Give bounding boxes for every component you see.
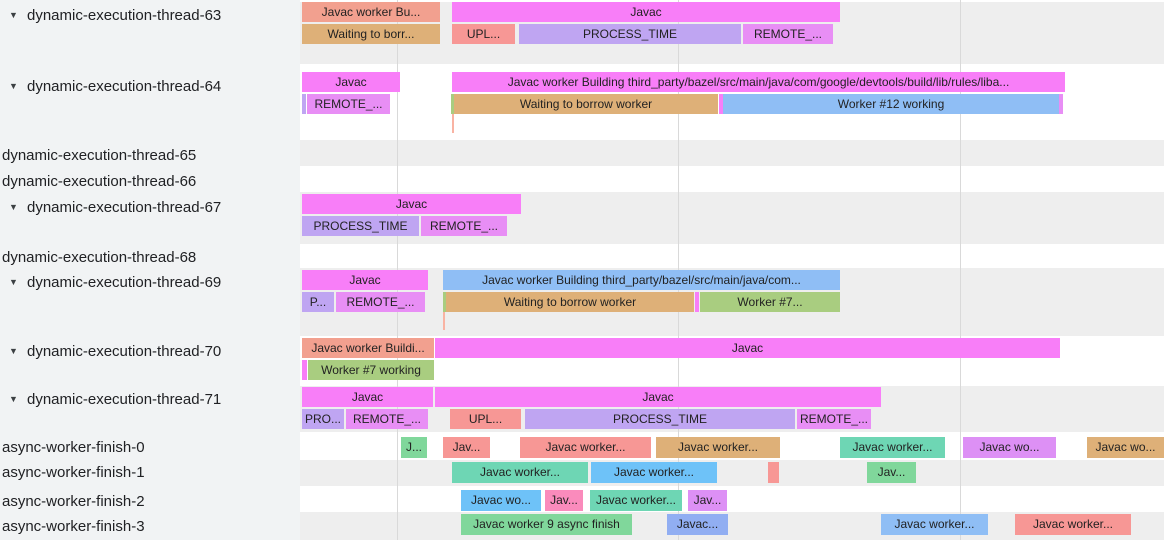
trace-slice-sliver[interactable]: [1059, 94, 1063, 114]
trace-slice-sliver[interactable]: [768, 462, 779, 483]
time-gridline: [960, 0, 961, 540]
track-label[interactable]: ▼ dynamic-execution-thread-67: [0, 197, 300, 217]
track-label[interactable]: async-worker-finish-3: [0, 516, 300, 536]
trace-slice[interactable]: Waiting to borr...: [302, 24, 440, 44]
trace-slice[interactable]: REMOTE_...: [346, 409, 428, 429]
track-label-text: dynamic-execution-thread-70: [27, 342, 222, 360]
track-label-text: async-worker-finish-3: [2, 517, 145, 535]
track-label-text: async-worker-finish-1: [2, 463, 145, 481]
track-label-text: dynamic-execution-thread-63: [27, 6, 222, 24]
flow-marker-line: [443, 312, 445, 330]
trace-slice[interactable]: REMOTE_...: [743, 24, 833, 44]
trace-slice[interactable]: Javac worker...: [452, 462, 588, 483]
track-band: [300, 460, 1164, 486]
trace-slice[interactable]: P...: [302, 292, 334, 312]
trace-slice[interactable]: Javac worker Buildi...: [302, 338, 434, 358]
track-label[interactable]: ▼ dynamic-execution-thread-64: [0, 76, 300, 96]
trace-slice[interactable]: Javac worker...: [840, 437, 945, 458]
trace-slice[interactable]: Waiting to borrow worker: [454, 94, 718, 114]
trace-slice[interactable]: REMOTE_...: [336, 292, 425, 312]
track-label[interactable]: async-worker-finish-0: [0, 437, 300, 457]
trace-slice[interactable]: REMOTE_...: [307, 94, 390, 114]
collapse-arrow-icon[interactable]: ▼: [9, 10, 18, 20]
track-sidebar: ▼ dynamic-execution-thread-63 ▼ dynamic-exe…: [0, 0, 300, 540]
trace-slice[interactable]: REMOTE_...: [421, 216, 507, 236]
trace-slice[interactable]: Javac: [302, 270, 428, 290]
track-label-text: dynamic-execution-thread-68: [2, 248, 197, 266]
trace-slice[interactable]: Javac worker Building third_party/bazel/…: [452, 72, 1065, 92]
collapse-arrow-icon[interactable]: ▼: [9, 202, 18, 212]
trace-slice[interactable]: Javac worker 9 async finish: [461, 514, 632, 535]
track-label-text: dynamic-execution-thread-69: [27, 273, 222, 291]
trace-slice[interactable]: Worker #12 working: [723, 94, 1059, 114]
track-label[interactable]: dynamic-execution-thread-68: [0, 247, 300, 267]
track-label-text: dynamic-execution-thread-66: [2, 172, 197, 190]
track-label-text: dynamic-execution-thread-65: [2, 146, 197, 164]
trace-slice[interactable]: Javac: [435, 387, 881, 407]
trace-slice[interactable]: Javac: [302, 387, 433, 407]
trace-slice[interactable]: Waiting to borrow worker: [446, 292, 694, 312]
collapse-arrow-icon[interactable]: ▼: [9, 81, 18, 91]
trace-slice[interactable]: Javac: [302, 194, 521, 214]
trace-slice[interactable]: Jav...: [545, 490, 583, 511]
trace-slice[interactable]: Javac worker Building third_party/bazel/…: [443, 270, 840, 290]
trace-slice-sliver[interactable]: [719, 94, 723, 114]
trace-slice[interactable]: Javac wo...: [963, 437, 1056, 458]
trace-slice[interactable]: Javac worker Bu...: [302, 2, 440, 22]
trace-slice[interactable]: UPL...: [452, 24, 515, 44]
trace-slice-sliver[interactable]: [451, 94, 455, 114]
trace-slice-sliver[interactable]: [302, 360, 307, 380]
trace-slice-sliver[interactable]: [695, 292, 699, 312]
trace-slice[interactable]: Javac worker...: [520, 437, 651, 458]
track-band: [300, 244, 1164, 268]
track-band: [300, 140, 1164, 166]
trace-slice[interactable]: Javac worker...: [590, 490, 682, 511]
track-label[interactable]: dynamic-execution-thread-66: [0, 171, 300, 191]
trace-slice[interactable]: J...: [401, 437, 427, 458]
trace-slice[interactable]: UPL...: [450, 409, 521, 429]
trace-slice[interactable]: Jav...: [688, 490, 727, 511]
track-label-text: dynamic-execution-thread-64: [27, 77, 222, 95]
track-label[interactable]: async-worker-finish-1: [0, 462, 300, 482]
trace-slice[interactable]: Javac: [452, 2, 840, 22]
track-label[interactable]: ▼ dynamic-execution-thread-69: [0, 272, 300, 292]
flow-marker-line: [452, 114, 454, 133]
trace-slice[interactable]: Javac wo...: [1087, 437, 1164, 458]
trace-slice[interactable]: Javac worker...: [656, 437, 780, 458]
collapse-arrow-icon[interactable]: ▼: [9, 394, 18, 404]
trace-slice[interactable]: PROCESS_TIME: [519, 24, 741, 44]
trace-slice[interactable]: REMOTE_...: [797, 409, 871, 429]
track-label[interactable]: ▼ dynamic-execution-thread-63: [0, 5, 300, 25]
trace-slice-sliver[interactable]: [302, 94, 306, 114]
track-label-text: dynamic-execution-thread-67: [27, 198, 222, 216]
trace-slice[interactable]: Worker #7 working: [308, 360, 434, 380]
collapse-arrow-icon[interactable]: ▼: [9, 277, 18, 287]
track-label[interactable]: async-worker-finish-2: [0, 491, 300, 511]
track-band: [300, 166, 1164, 192]
track-label[interactable]: ▼ dynamic-execution-thread-71: [0, 389, 300, 409]
track-label[interactable]: ▼ dynamic-execution-thread-70: [0, 341, 300, 361]
trace-slice[interactable]: Javac: [302, 72, 400, 92]
track-label-text: dynamic-execution-thread-71: [27, 390, 222, 408]
trace-slice[interactable]: Javac worker...: [1015, 514, 1131, 535]
trace-slice-sliver[interactable]: [443, 292, 447, 312]
trace-slice[interactable]: Jav...: [867, 462, 916, 483]
trace-slice[interactable]: Worker #7...: [700, 292, 840, 312]
trace-slice[interactable]: PROCESS_TIME: [525, 409, 795, 429]
trace-slice[interactable]: PROCESS_TIME: [302, 216, 419, 236]
trace-slice[interactable]: Javac worker...: [881, 514, 988, 535]
trace-slice[interactable]: Javac wo...: [461, 490, 541, 511]
track-label-text: async-worker-finish-2: [2, 492, 145, 510]
trace-slice[interactable]: PRO...: [302, 409, 344, 429]
collapse-arrow-icon[interactable]: ▼: [9, 346, 18, 356]
track-band: [300, 486, 1164, 512]
trace-slice[interactable]: Javac worker...: [591, 462, 717, 483]
track-label[interactable]: dynamic-execution-thread-65: [0, 145, 300, 165]
trace-slice[interactable]: Javac: [435, 338, 1060, 358]
trace-slice[interactable]: Javac...: [667, 514, 728, 535]
track-label-text: async-worker-finish-0: [2, 438, 145, 456]
trace-slice[interactable]: Jav...: [443, 437, 490, 458]
